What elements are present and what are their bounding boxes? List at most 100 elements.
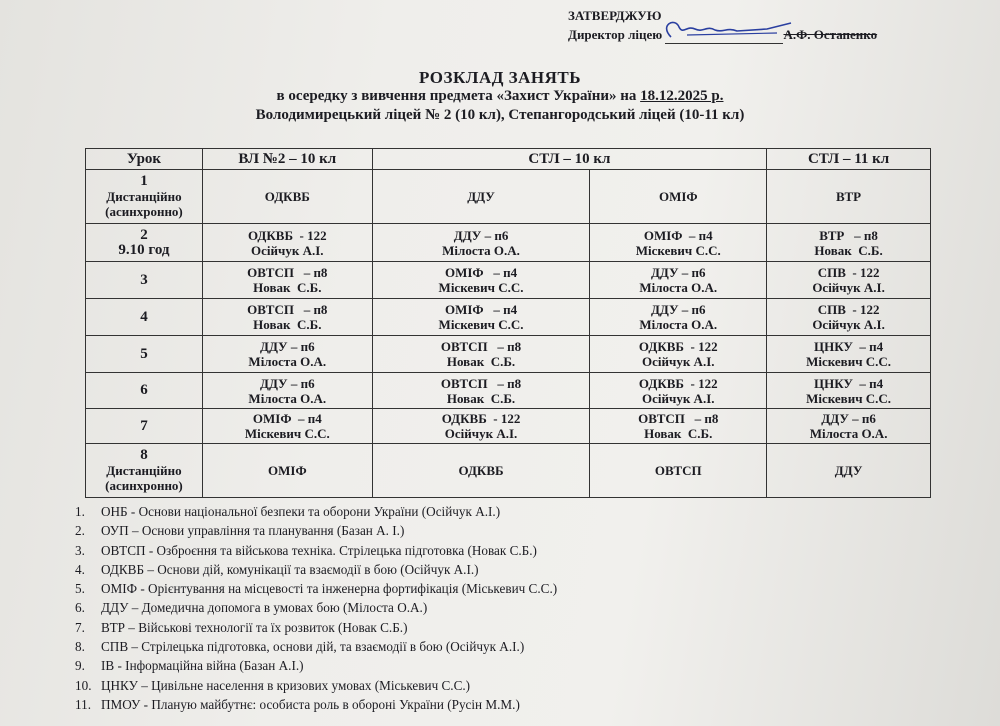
class-cell: СПВ - 122 Осійчук А.І. [766, 261, 931, 299]
subject-room: ОДКВБ - 122 [247, 227, 327, 243]
subject-room: СПВ - 122 [817, 302, 880, 317]
teacher-name: Міскевич С.С. [438, 317, 524, 332]
class-cell: ДДУ – п6 Мілоста О.А. [589, 298, 768, 336]
legend-text: ОМІФ - Орієнтування на місцевості та інж… [101, 581, 558, 597]
lesson-cell: 2 9.10 год [85, 223, 203, 262]
subject-room: ДДУ – п6 [260, 339, 315, 354]
class-cell: ДДУ [371, 169, 591, 224]
legend-number: 2. [75, 523, 85, 539]
subject-room: ОМІФ – п4 [444, 265, 518, 280]
class-cell: ОВТСП – п8 Новак С.Б. [371, 372, 591, 409]
teacher-name: Новак С.Б. [446, 390, 516, 406]
class-cell: ОДКВБ [371, 443, 591, 498]
legend-item: 1. ОНБ - Основи національної безпеки та о… [75, 502, 557, 521]
class-cell: ОВТСП – п8 Новак С.Б. [201, 298, 373, 336]
teacher-name: Осійчук А.І. [812, 280, 885, 295]
subject-room: ЦНКУ – п4 [813, 375, 884, 391]
schools-line: Володимирецький ліцей № 2 (10 кл), Степа… [255, 107, 745, 123]
subject-room: ОМІФ – п4 [252, 411, 322, 426]
legend-number: 4. [75, 561, 85, 577]
teacher-name: Осійчук А.І. [812, 317, 885, 332]
legend-item: 9. ІВ - Інформаційна війна (Базан А.І.) [75, 656, 557, 675]
class-cell: ОМІФ – п4 Міскевич С.С. [589, 223, 768, 262]
class-cell: ВТР – п8 Новак С.Б. [766, 223, 931, 262]
class-cell: ДДУ – п6 Мілоста О.А. [371, 223, 591, 262]
class-cell: ВТР [766, 169, 931, 224]
table-row: 5 ДДУ – п6 Мілоста О.А. ОВТСП – п8 Новак С.Б… [85, 335, 931, 373]
legend-text: ІВ - Інформаційна війна (Базан А.І.) [101, 658, 304, 674]
teacher-name: Осійчук А.І. [251, 242, 324, 258]
header-stl-10: СТЛ – 10 кл [371, 148, 768, 170]
subject-room: ОМІФ [658, 189, 698, 204]
legend-number: 8. [75, 639, 85, 655]
legend-text: ОУП – Основи управління та планування (Б… [101, 523, 405, 539]
teacher-name: Мілоста О.А. [442, 242, 520, 258]
legend-item: 4. ОДКВБ – Основи дій, комунікації та вза… [75, 560, 557, 579]
legend-number: 9. [75, 658, 85, 674]
subject-room: ОВТСП [654, 463, 702, 478]
subject-room: ОМІФ [268, 463, 307, 478]
class-cell: ОДКВБ - 122 Осійчук А.І. [589, 372, 768, 409]
legend-text: ОДКВБ – Основи дій, комунікації та взаєм… [101, 561, 479, 577]
header-vl2-10: ВЛ №2 – 10 кл [201, 148, 373, 170]
lesson-cell: 8 Дистанційно (асинхронно) [85, 443, 203, 498]
legend-item: 6. ДДУ – Домедична допомога в умовах бою … [75, 598, 557, 617]
class-cell: ОДКВБ - 122 Осійчук А.І. [371, 408, 591, 444]
legend-text: СПВ – Стрілецька підготовка, основи дій,… [101, 639, 525, 655]
class-cell: ДДУ – п6 Мілоста О.А. [201, 372, 373, 409]
lesson-text: 4 [140, 308, 148, 325]
lesson-text: 1 [140, 173, 148, 189]
subject-room: ОДКВБ [264, 189, 310, 204]
teacher-name: Новак С.Б. [814, 242, 883, 258]
table-row: 8 Дистанційно (асинхронно) ОМІФ ОДКВБ ОВТСП ДД… [85, 443, 931, 498]
class-cell: ОДКВБ - 122 Осійчук А.І. [201, 223, 373, 262]
teacher-name: Новак С.Б. [253, 317, 322, 332]
class-cell: ДДУ – п6 Мілоста О.А. [766, 408, 931, 444]
teacher-name: Новак С.Б. [644, 426, 713, 441]
schedule-date: 18.12.2025 р. [640, 88, 724, 104]
class-cell: ОДКВБ [201, 169, 373, 224]
class-cell: ОМІФ [201, 443, 373, 498]
legend-item: 8. СПВ – Стрілецька підготовка, основи ді… [75, 637, 557, 656]
lesson-text: Дистанційно [106, 463, 182, 478]
legend-text: ЦНКУ – Цивільне населення в кризових умо… [101, 677, 471, 693]
lesson-cell: 1 Дистанційно (асинхронно) [85, 169, 203, 224]
approval-label: ЗАТВЕРДЖУЮ [568, 8, 662, 23]
class-cell: ОДКВБ - 122 Осійчук А.І. [589, 335, 768, 373]
legend-text: ДДУ – Домедична допомога в умовах бою (М… [101, 600, 428, 616]
legend-number: 7. [75, 619, 85, 635]
signature-scribble-icon [666, 21, 792, 38]
legend-text: ПМОУ - Планую майбутнє: особиста роль в … [101, 696, 520, 712]
lesson-text: 8 [140, 447, 148, 463]
lesson-cell: 7 [85, 408, 203, 444]
lesson-text: 5 [140, 345, 148, 362]
class-cell: ОМІФ – п4 Міскевич С.С. [201, 408, 373, 444]
subject-room: ОДКВБ - 122 [638, 375, 718, 391]
table-row: 1 Дистанційно (асинхронно) ОДКВБ ДДУ ОМІФ ВТР [85, 169, 931, 224]
legend-number: 5. [75, 581, 85, 597]
subject-room: ОВТСП – п8 [440, 339, 522, 354]
legend-item: 3. ОВТСП - Озброєння та військова техніка… [75, 541, 557, 560]
class-cell: ОМІФ [589, 169, 768, 224]
lesson-text: (асинхронно) [105, 204, 183, 219]
class-cell: ДДУ – п6 Мілоста О.А. [589, 261, 768, 299]
teacher-name: Міскевич С.С. [244, 426, 330, 441]
subject-room: ОДКВБ - 122 [441, 411, 521, 426]
lesson-cell: 4 [85, 298, 203, 336]
approval-block: ЗАТВЕРДЖУЮ Директор ліцею А.Ф. Остапенко [568, 6, 877, 44]
class-cell: ОМІФ – п4 Міскевич С.С. [371, 298, 591, 336]
lesson-text: Дистанційно [106, 189, 182, 204]
schedule-table: Урок ВЛ №2 – 10 кл СТЛ – 10 кл СТЛ – 11 … [85, 148, 931, 498]
teacher-name: Міскевич С.С. [806, 354, 892, 369]
teacher-name: Міскевич С.С. [438, 280, 524, 295]
class-cell: ОВТСП [589, 443, 768, 498]
legend-number: 10. [75, 677, 92, 693]
subtitle: в осередку з вивчення предмета «Захист У… [0, 88, 1000, 105]
teacher-name: Новак С.Б. [446, 354, 516, 369]
subject-room: СПВ - 122 [817, 265, 880, 280]
subject-room: ЦНКУ – п4 [813, 339, 884, 354]
lesson-cell: 6 [85, 372, 203, 409]
lesson-text: 6 [140, 382, 148, 398]
teacher-name: Міскевич С.С. [635, 242, 721, 258]
teacher-name: Мілоста О.А. [639, 280, 718, 295]
